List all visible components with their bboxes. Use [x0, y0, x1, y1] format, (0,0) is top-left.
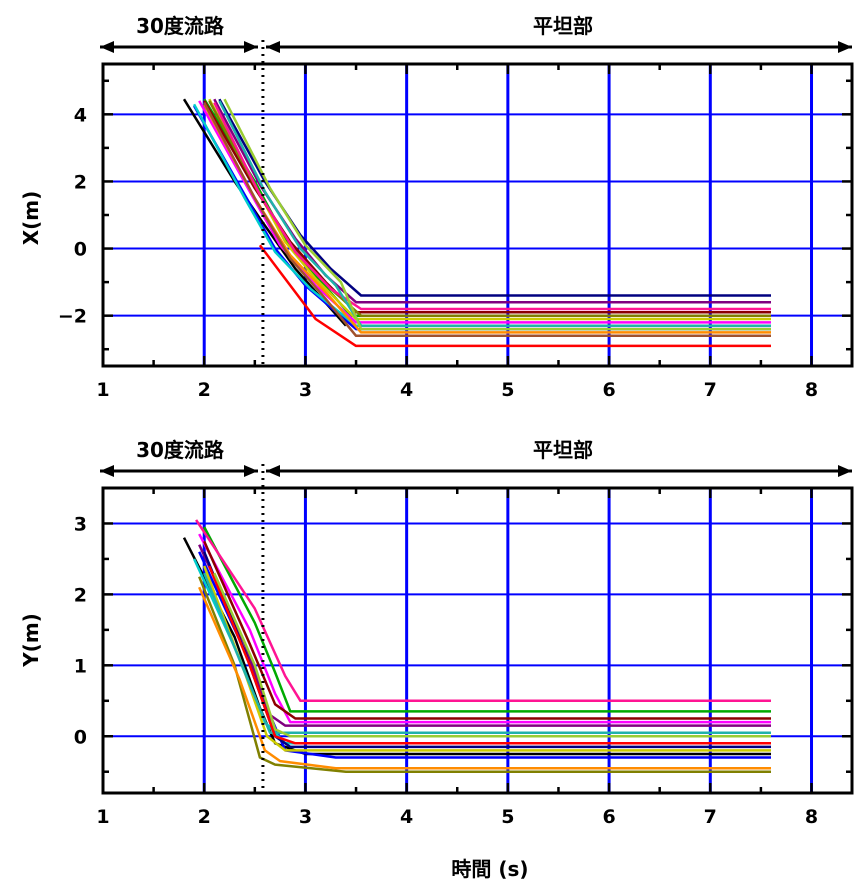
series-line-16 [258, 244, 771, 348]
slope-region-label: 30度流路 [136, 438, 225, 462]
series-line-7 [203, 540, 771, 720]
y-tick-label: 2 [74, 584, 87, 606]
x-position-panel: 30度流路 平坦部 X(m) 1 2 3 4 5 6 7 8 −2 0 2 4 [19, 14, 854, 401]
series-line-11 [198, 586, 771, 770]
series-line-8 [213, 98, 771, 304]
arrow-left-icon [266, 41, 280, 53]
series-line-6 [208, 98, 771, 321]
y-position-panel: 30度流路 平坦部 Y(m) 1 2 3 4 5 6 7 8 0 1 2 3 [19, 438, 854, 828]
y-tick-label: 4 [74, 104, 87, 126]
region-header-top: 30度流路 平坦部 [100, 14, 852, 53]
series-line-13 [218, 100, 771, 327]
plot-frame [101, 486, 854, 795]
x-tick-label: 8 [805, 379, 818, 401]
arrow-right-icon [244, 41, 258, 53]
y-tick-label: 0 [74, 239, 87, 261]
series-line-10 [198, 576, 771, 773]
arrow-right-icon [244, 465, 258, 477]
x-tick-label: 2 [198, 806, 211, 828]
x-tick-label: 4 [400, 379, 413, 401]
series-line-1 [182, 98, 347, 327]
series-line-5 [192, 558, 771, 745]
x-tick-label: 1 [96, 806, 109, 828]
x-tick-label: 8 [805, 806, 818, 828]
series-line-13 [203, 572, 771, 734]
x-tick-label: 3 [299, 379, 312, 401]
y-tick-label: 3 [74, 513, 87, 535]
series-line-14 [208, 565, 771, 745]
x-axis-label: 時間 (s) [451, 857, 528, 881]
slope-region-label: 30度流路 [136, 14, 225, 38]
series-line-4 [198, 533, 771, 724]
arrow-left-icon [100, 41, 114, 53]
x-tick-label: 1 [96, 379, 109, 401]
flat-region-label: 平坦部 [533, 438, 593, 462]
series-line-7 [203, 100, 771, 314]
x-tick-label: 5 [501, 379, 514, 401]
series-line-10 [208, 100, 771, 317]
arrow-left-icon [100, 465, 114, 477]
x-tick-label: 2 [198, 379, 211, 401]
series-line-3 [203, 526, 771, 713]
flat-region-label: 平坦部 [533, 14, 593, 38]
x-tick-label: 6 [602, 379, 615, 401]
series-line-12 [195, 519, 771, 703]
x-tick-label: 6 [602, 806, 615, 828]
series-line-12 [213, 102, 771, 311]
x-tick-label: 3 [299, 806, 312, 828]
y-axis-label: X(m) [19, 191, 43, 246]
y-tick-label: 1 [74, 655, 87, 677]
y-tick-label: 0 [74, 726, 87, 748]
x-tick-label: 7 [704, 806, 717, 828]
region-header-bottom: 30度流路 平坦部 [100, 438, 852, 477]
arrow-right-icon [838, 465, 852, 477]
arrow-left-icon [266, 465, 280, 477]
series-line-9 [218, 98, 771, 297]
x-tick-label: 4 [400, 806, 413, 828]
arrow-right-icon [838, 41, 852, 53]
series-line-15 [203, 102, 771, 338]
x-tick-label: 7 [704, 379, 717, 401]
y-tick-label: 2 [74, 171, 87, 193]
x-tick-label: 5 [501, 806, 514, 828]
series-line-15 [213, 572, 771, 738]
y-tick-label: −2 [58, 306, 87, 328]
y-axis-label: Y(m) [19, 613, 43, 668]
